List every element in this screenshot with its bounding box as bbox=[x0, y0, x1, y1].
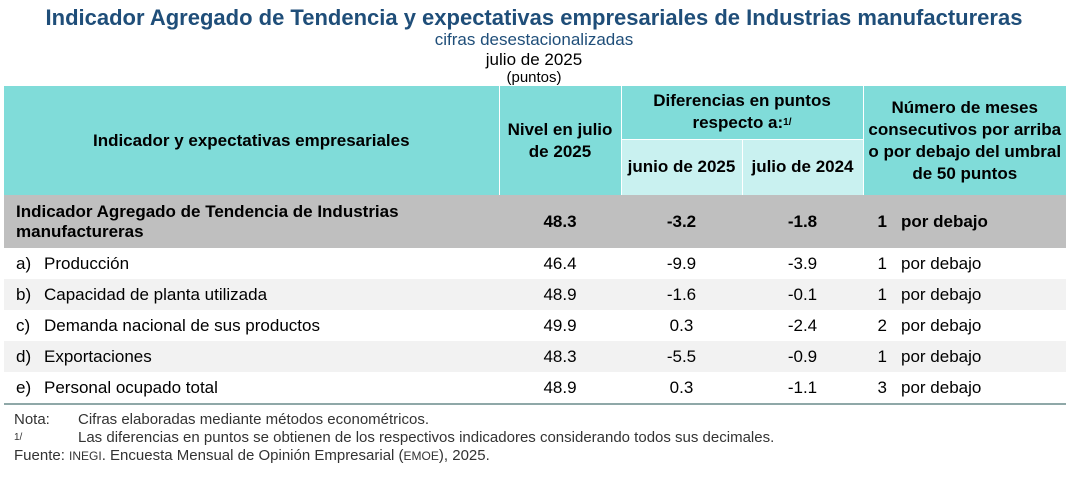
row-diff-july: -3.9 bbox=[787, 253, 818, 273]
aggregate-months-cell: 1 por debajo bbox=[863, 195, 1066, 248]
row-diff-july: -1.1 bbox=[787, 377, 818, 397]
note-row: Nota: Cifras elaboradas mediante métodos… bbox=[14, 411, 1068, 429]
footnote-1-key: 1/ bbox=[14, 432, 23, 443]
source-text-2: ), 2025. bbox=[438, 447, 490, 464]
row-months: 1 bbox=[877, 253, 887, 273]
footnote-1-row: 1/ Las diferencias en puntos se obtienen… bbox=[14, 429, 1068, 447]
table-row: c) Demanda nacional de sus productos 49.9… bbox=[4, 310, 1066, 341]
table-row: d) Exportaciones 48.3 -5.5 -0.9 1 por deba… bbox=[4, 341, 1066, 372]
col-header-diff-label: Diferencias en puntos respecto a: bbox=[653, 91, 831, 133]
row-months-cell: 1 por debajo bbox=[863, 279, 1066, 310]
row-months-cell: 1 por debajo bbox=[863, 341, 1066, 372]
row-diff-july: -0.1 bbox=[742, 279, 863, 310]
row-direction: por debajo bbox=[901, 346, 982, 366]
row-level: 46.4 bbox=[543, 253, 577, 273]
row-direction: por debajo bbox=[901, 377, 982, 397]
aggregate-level: 48.3 bbox=[499, 195, 621, 248]
row-diff-june: -9.9 bbox=[666, 253, 697, 273]
row-months: 1 bbox=[877, 284, 887, 304]
indicator-table: Indicador y expectativas empresariales N… bbox=[4, 86, 1066, 405]
source-row: Fuente: INEGI. Encuesta Mensual de Opini… bbox=[14, 447, 1068, 465]
aggregate-months: 1 bbox=[877, 211, 887, 231]
row-letter: d) bbox=[16, 346, 32, 366]
row-months: 1 bbox=[877, 346, 887, 366]
note-text: Cifras elaboradas mediante métodos econo… bbox=[78, 411, 430, 428]
row-diff-july: -2.4 bbox=[787, 315, 818, 335]
footnotes: Nota: Cifras elaboradas mediante métodos… bbox=[14, 411, 1068, 465]
row-diff-june: 0.3 bbox=[669, 315, 694, 335]
col-header-diff-june: junio de 2025 bbox=[620, 139, 742, 195]
row-label-cell: a) Producción bbox=[4, 248, 499, 279]
row-letter: e) bbox=[16, 377, 32, 397]
units-label: (puntos) bbox=[506, 69, 562, 86]
col-header-diff: Diferencias en puntos respecto a:1/ bbox=[620, 86, 863, 140]
row-direction: por debajo bbox=[901, 315, 982, 335]
col-header-level: Nivel en julio de 2025 bbox=[498, 86, 621, 195]
aggregate-row: Indicador Agregado de Tendencia de Indus… bbox=[4, 195, 1066, 248]
page-subtitle: cifras desestacionalizadas bbox=[434, 30, 634, 49]
source-text-1: . Encuesta Mensual de Opinión Empresaria… bbox=[101, 447, 404, 464]
row-label-cell: b) Capacidad de planta utilizada bbox=[4, 279, 499, 310]
source-inegi: INEGI bbox=[69, 449, 102, 463]
table-row: b) Capacidad de planta utilizada 48.9 -1.… bbox=[4, 279, 1066, 310]
row-label: Producción bbox=[44, 253, 130, 273]
row-label-cell: d) Exportaciones bbox=[4, 341, 499, 372]
row-months-cell: 2 por debajo bbox=[863, 310, 1066, 341]
row-level: 48.9 bbox=[543, 377, 577, 397]
source-key: Fuente: bbox=[14, 447, 65, 464]
row-months: 3 bbox=[877, 377, 887, 397]
footnote-1-text: Las diferencias en puntos se obtienen de… bbox=[78, 429, 775, 446]
row-diff-june: 0.3 bbox=[669, 377, 694, 397]
row-letter: b) bbox=[16, 284, 32, 304]
row-label: Capacidad de planta utilizada bbox=[44, 284, 268, 304]
row-direction: por debajo bbox=[901, 284, 982, 304]
row-diff-july: -0.9 bbox=[742, 341, 863, 372]
note-key: Nota: bbox=[14, 411, 50, 428]
row-level: 48.3 bbox=[499, 341, 621, 372]
table-row: e) Personal ocupado total 48.9 0.3 -1.1 3… bbox=[4, 372, 1066, 404]
row-months-cell: 3 por debajo bbox=[863, 372, 1066, 404]
source-emoe: EMOE bbox=[403, 449, 439, 463]
aggregate-label: Indicador Agregado de Tendencia de Indus… bbox=[4, 195, 499, 248]
page-title: Indicador Agregado de Tendencia y expect… bbox=[45, 5, 1023, 30]
col-header-diff-july: julio de 2024 bbox=[741, 139, 863, 195]
row-label: Demanda nacional de sus productos bbox=[44, 315, 320, 335]
row-diff-june: -1.6 bbox=[621, 279, 742, 310]
row-level: 48.9 bbox=[499, 279, 621, 310]
row-label: Personal ocupado total bbox=[44, 377, 218, 397]
aggregate-diff-june: -3.2 bbox=[621, 195, 742, 248]
row-letter: c) bbox=[16, 315, 31, 335]
table-row: a) Producción 46.4 -9.9 -3.9 1 por debajo bbox=[4, 248, 1066, 279]
col-header-months: Número de meses consecutivos por arriba … bbox=[862, 86, 1066, 195]
row-direction: por debajo bbox=[901, 253, 982, 273]
period-label: julio de 2025 bbox=[485, 50, 583, 69]
footnote-1-key-cell: 1/ bbox=[14, 429, 78, 447]
col-header-indicator: Indicador y expectativas empresariales bbox=[4, 86, 499, 195]
aggregate-diff-july: -1.8 bbox=[742, 195, 863, 248]
row-level: 49.9 bbox=[543, 315, 577, 335]
row-months: 2 bbox=[877, 315, 887, 335]
row-letter: a) bbox=[16, 253, 32, 273]
row-label: Exportaciones bbox=[44, 346, 152, 366]
title-block: Indicador Agregado de Tendencia y expect… bbox=[0, 0, 1068, 86]
aggregate-direction: por debajo bbox=[901, 211, 988, 231]
footnote-marker: 1/ bbox=[783, 117, 792, 129]
row-label-cell: c) Demanda nacional de sus productos bbox=[4, 310, 499, 341]
row-label-cell: e) Personal ocupado total bbox=[4, 372, 499, 404]
row-diff-june: -5.5 bbox=[621, 341, 742, 372]
row-months-cell: 1 por debajo bbox=[863, 248, 1066, 279]
